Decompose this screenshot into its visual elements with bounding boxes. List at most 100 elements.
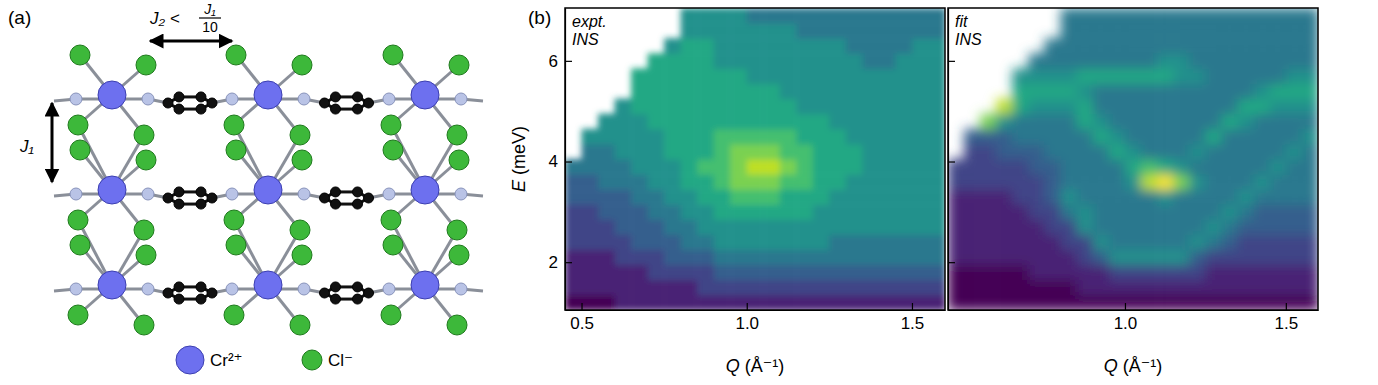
heatmap-cell: [1125, 99, 1142, 115]
cr-atom: [254, 176, 282, 204]
heatmap-cell: [631, 99, 648, 115]
heatmap-cell: [763, 68, 780, 84]
heatmap-cell: [1077, 68, 1094, 84]
heatmap-cell: [1141, 174, 1158, 190]
heatmap-cell: [1012, 84, 1029, 100]
heatmap-cell: [747, 295, 764, 310]
heatmap-cell: [912, 8, 929, 24]
heatmap-cell: [681, 159, 698, 175]
heatmap-cell: [1141, 189, 1158, 205]
heatmap-cell: [1238, 23, 1255, 39]
heatmap-cell: [780, 189, 797, 205]
heatmap-cell: [912, 219, 929, 235]
heatmap-cell: [565, 174, 582, 190]
heatmap-cell: [1254, 84, 1271, 100]
heatmap-cell: [964, 129, 981, 145]
heatmap-cell: [1125, 129, 1142, 145]
heatmap-cell: [648, 235, 665, 251]
j1-label: J₁: [19, 137, 34, 156]
heatmap-cell: [879, 68, 896, 84]
heatmap-cell: [996, 265, 1013, 281]
heatmap-cell: [1157, 144, 1174, 160]
heatmap-cell: [747, 84, 764, 100]
heatmap-cell: [1109, 144, 1126, 160]
heatmap-cell: [1157, 38, 1174, 54]
heatmap-cell: [1125, 219, 1142, 235]
heatmap-cell: [615, 235, 632, 251]
n-atom: [455, 188, 467, 200]
c-atom: [331, 104, 341, 114]
c-atom: [196, 282, 206, 292]
heatmap-cell: [1302, 114, 1318, 130]
heatmap-cell: [747, 99, 764, 115]
heatmap-cell: [813, 129, 830, 145]
heatmap-cell: [631, 114, 648, 130]
heatmap-cell: [1205, 159, 1222, 175]
heatmap-cell: [1286, 114, 1303, 130]
cl-atom: [290, 315, 310, 335]
tick: 1.5: [1275, 303, 1299, 333]
heatmap-cell: [928, 159, 945, 175]
heatmap-cell: [1141, 23, 1158, 39]
cl-atom: [447, 315, 467, 335]
heatmap-cell: [730, 38, 747, 54]
n-atom: [455, 283, 467, 295]
heatmap-cell: [879, 204, 896, 220]
heatmap-cell: [996, 174, 1013, 190]
heatmap-cell: [796, 144, 813, 160]
heatmap-cell: [714, 68, 731, 84]
heatmap-cell: [714, 129, 731, 145]
heatmap-cell: [615, 159, 632, 175]
heatmap-cell: [1012, 295, 1029, 310]
heatmap-cell: [1109, 280, 1126, 296]
cl-atom: [68, 305, 88, 325]
heatmap-cell: [862, 250, 879, 266]
tick: 1.0: [735, 303, 759, 333]
heatmap-cell: [780, 84, 797, 100]
tick-mark: [747, 303, 748, 310]
heatmap-cell: [964, 144, 981, 160]
x-axis-title: Q (Å⁻¹): [1104, 356, 1163, 376]
heatmap-cell: [1093, 174, 1110, 190]
heatmap-cell: [1109, 8, 1126, 24]
heatmap-cell: [1302, 159, 1318, 175]
heatmap-cell: [1286, 280, 1303, 296]
heatmap-cell: [846, 174, 863, 190]
heatmap-cell: [796, 280, 813, 296]
heatmap-cell: [697, 23, 714, 39]
c-atom: [364, 193, 374, 203]
heatmap-cell: [1189, 68, 1206, 84]
heatmap-cell: [697, 38, 714, 54]
heatmap-cell: [829, 219, 846, 235]
heatmap-cell: [1125, 280, 1142, 296]
heatmap-cell: [862, 174, 879, 190]
heatmap-cell: [664, 114, 681, 130]
heatmap-cell: [582, 144, 599, 160]
tick: [948, 262, 955, 263]
heatmap-cell: [1045, 114, 1062, 130]
heatmap-cell: [862, 84, 879, 100]
heatmap-cell: [714, 280, 731, 296]
heatmap-cell: [1061, 189, 1078, 205]
heatmap-cell: [681, 144, 698, 160]
heatmap-cell: [747, 250, 764, 266]
heatmap-cell: [1173, 250, 1190, 266]
heatmap-cell: [1093, 295, 1110, 310]
heatmap-cell: [1254, 114, 1271, 130]
heatmap-cell: [1093, 114, 1110, 130]
heatmap-cell: [697, 250, 714, 266]
heatmap-cell: [1141, 280, 1158, 296]
heatmap-cell: [1012, 144, 1029, 160]
heatmap-cell: [1141, 68, 1158, 84]
heatmap-cell: [730, 235, 747, 251]
heatmap-cell: [948, 280, 965, 296]
heatmap-cell: [1061, 114, 1078, 130]
heatmap-cell: [829, 235, 846, 251]
heatmap-cell: [1173, 235, 1190, 251]
heatmap-cell: [1270, 265, 1287, 281]
cl-atom: [68, 210, 88, 230]
heatmap-cell: [615, 280, 632, 296]
heatmap-cell: [1238, 265, 1255, 281]
heatmap-cell: [1157, 23, 1174, 39]
heatmap-cell: [912, 99, 929, 115]
